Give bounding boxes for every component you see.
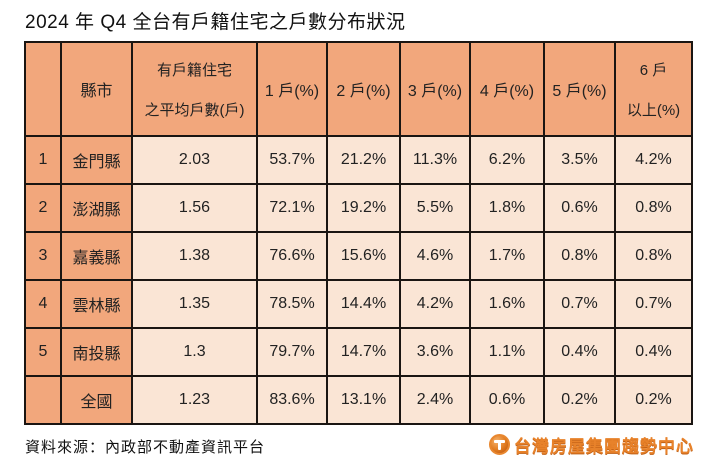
header-2-household: 2 戶(%) — [326, 41, 401, 137]
pct5-cell: 0.6% — [543, 183, 616, 233]
avg-cell: 1.35 — [131, 279, 258, 329]
pct6-cell: 0.8% — [614, 183, 693, 233]
household-distribution-table: 縣市 有戶籍住宅 之平均戶數(戶) 1 戶(%) 2 戶(%) 3 戶(%) 4… — [24, 41, 693, 425]
header-rank — [24, 41, 62, 137]
pct5-cell: 0.7% — [543, 279, 616, 329]
county-cell: 澎湖縣 — [60, 183, 133, 233]
pct2-cell: 21.2% — [326, 135, 401, 185]
rank-cell: 1 — [24, 135, 62, 185]
logo-text: 台灣房屋集團趨勢中心 — [514, 437, 694, 456]
taiwan-housing-group-logo: 台灣房屋集團趨勢中心 — [489, 432, 694, 457]
rank-cell: 4 — [24, 279, 62, 329]
pct4-cell: 1.6% — [469, 279, 545, 329]
pct6-cell: 0.4% — [614, 327, 693, 377]
header-row: 縣市 有戶籍住宅 之平均戶數(戶) 1 戶(%) 2 戶(%) 3 戶(%) 4… — [24, 41, 693, 137]
pct3-cell: 2.4% — [399, 375, 471, 425]
pct3-cell: 5.5% — [399, 183, 471, 233]
avg-cell: 1.38 — [131, 231, 258, 281]
header-avg-households: 有戶籍住宅 之平均戶數(戶) — [131, 41, 258, 137]
avg-cell: 1.56 — [131, 183, 258, 233]
pct4-cell: 6.2% — [469, 135, 545, 185]
pct5-cell: 0.4% — [543, 327, 616, 377]
table-row-penghu: 2 澎湖縣 1.56 72.1% 19.2% 5.5% 1.8% 0.6% 0.… — [24, 183, 693, 233]
header-5-household: 5 戶(%) — [543, 41, 616, 137]
pct4-cell: 1.7% — [469, 231, 545, 281]
pct5-cell: 0.8% — [543, 231, 616, 281]
header-6plus-household: 6 戶 以上(%) — [614, 41, 693, 137]
pct4-cell: 1.1% — [469, 327, 545, 377]
taiwan-housing-logo-icon — [489, 434, 510, 455]
pct6-cell: 0.7% — [614, 279, 693, 329]
pct4-cell: 1.8% — [469, 183, 545, 233]
pct3-cell: 3.6% — [399, 327, 471, 377]
rank-cell: 2 — [24, 183, 62, 233]
avg-cell: 1.23 — [131, 375, 258, 425]
header-3-household: 3 戶(%) — [399, 41, 471, 137]
pct2-cell: 19.2% — [326, 183, 401, 233]
data-source-note: 資料來源：內政部不動產資訊平台 — [25, 439, 266, 456]
county-cell: 嘉義縣 — [60, 231, 133, 281]
pct1-cell: 53.7% — [256, 135, 328, 185]
pct2-cell: 15.6% — [326, 231, 401, 281]
page-title: 2024 年 Q4 全台有戶籍住宅之戶數分布狀況 — [25, 12, 406, 33]
table-row-national: 全國 1.23 83.6% 13.1% 2.4% 0.6% 0.2% 0.2% — [24, 375, 693, 425]
rank-cell: 5 — [24, 327, 62, 377]
header-4-household: 4 戶(%) — [469, 41, 545, 137]
avg-cell: 1.3 — [131, 327, 258, 377]
county-cell: 金門縣 — [60, 135, 133, 185]
pct3-cell: 4.2% — [399, 279, 471, 329]
header-1-household: 1 戶(%) — [256, 41, 328, 137]
pct6-cell: 0.2% — [614, 375, 693, 425]
pct4-cell: 0.6% — [469, 375, 545, 425]
pct2-cell: 14.4% — [326, 279, 401, 329]
header-county: 縣市 — [60, 41, 133, 137]
header-6plus-line2: 以上(%) — [626, 101, 681, 119]
table-row-nantou: 5 南投縣 1.3 79.7% 14.7% 3.6% 1.1% 0.4% 0.4… — [24, 327, 693, 377]
rank-cell: 3 — [24, 231, 62, 281]
pct3-cell: 11.3% — [399, 135, 471, 185]
header-avg-line1: 有戶籍住宅 — [156, 61, 232, 79]
pct1-cell: 72.1% — [256, 183, 328, 233]
pct1-cell: 76.6% — [256, 231, 328, 281]
avg-cell: 2.03 — [131, 135, 258, 185]
pct6-cell: 4.2% — [614, 135, 693, 185]
pct1-cell: 79.7% — [256, 327, 328, 377]
pct1-cell: 83.6% — [256, 375, 328, 425]
header-avg-line2: 之平均戶數(戶) — [144, 101, 245, 119]
pct5-cell: 0.2% — [543, 375, 616, 425]
pct5-cell: 3.5% — [543, 135, 616, 185]
pct3-cell: 4.6% — [399, 231, 471, 281]
header-6plus-line1: 6 戶 — [639, 61, 668, 79]
county-cell: 雲林縣 — [60, 279, 133, 329]
county-cell: 全國 — [60, 375, 133, 425]
rank-cell — [24, 375, 62, 425]
pct6-cell: 0.8% — [614, 231, 693, 281]
pct1-cell: 78.5% — [256, 279, 328, 329]
county-cell: 南投縣 — [60, 327, 133, 377]
table-row-yunlin: 4 雲林縣 1.35 78.5% 14.4% 4.2% 1.6% 0.7% 0.… — [24, 279, 693, 329]
table-row-kinmen: 1 金門縣 2.03 53.7% 21.2% 11.3% 6.2% 3.5% 4… — [24, 135, 693, 185]
pct2-cell: 14.7% — [326, 327, 401, 377]
pct2-cell: 13.1% — [326, 375, 401, 425]
table-row-chiayi: 3 嘉義縣 1.38 76.6% 15.6% 4.6% 1.7% 0.8% 0.… — [24, 231, 693, 281]
